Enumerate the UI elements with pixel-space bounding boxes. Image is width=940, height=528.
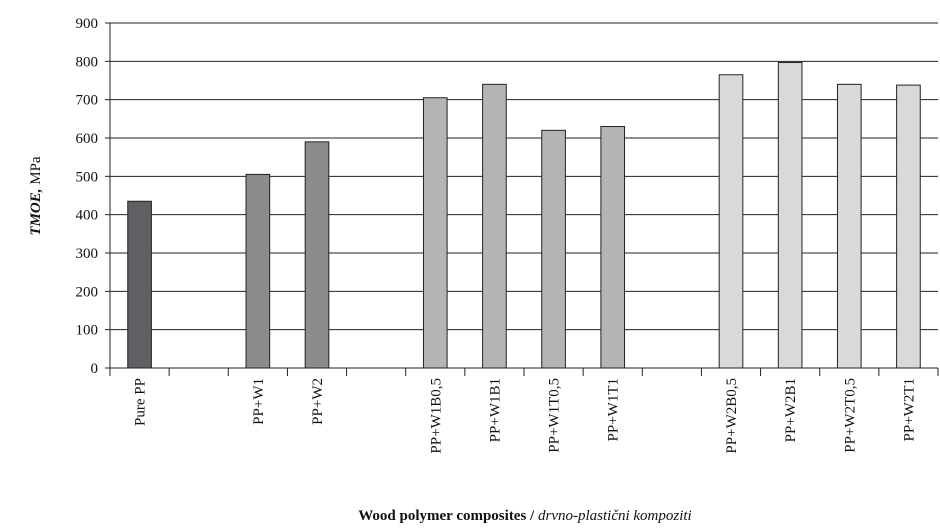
bar xyxy=(541,129,566,369)
bar xyxy=(600,126,626,369)
y-tick-label: 200 xyxy=(76,284,99,300)
y-tick-label: 900 xyxy=(76,16,99,32)
y-tick-label: 300 xyxy=(76,246,99,262)
y-tick-label: 400 xyxy=(76,208,99,224)
y-tick-label: 700 xyxy=(76,93,99,109)
x-tick-label: PP+W1T1 xyxy=(606,378,622,441)
x-tick-label: Pure PP xyxy=(133,378,149,426)
x-tick-label: PP+W2T1 xyxy=(901,378,917,441)
bar xyxy=(718,74,744,369)
x-tick-label: PP+W2T0,5 xyxy=(842,378,858,453)
x-label-bold: Wood polymer composites / xyxy=(358,508,535,524)
bar xyxy=(777,61,803,369)
y-tick-label: 600 xyxy=(76,131,99,147)
x-tick-label: PP+W2 xyxy=(310,378,326,425)
bar xyxy=(896,84,921,369)
x-tick-label: PP+W1 xyxy=(251,378,267,425)
y-label-emphasis: TMOE, xyxy=(28,189,44,236)
bar xyxy=(245,173,271,369)
x-tick-label: PP+W1T0,5 xyxy=(547,378,563,453)
x-tick-label: PP+W1B1 xyxy=(487,378,503,442)
x-tick-label: PP+W2B0,5 xyxy=(724,378,740,454)
y-tick-label: 0 xyxy=(91,361,99,377)
bar xyxy=(482,83,507,369)
y-tick-label: 100 xyxy=(76,323,99,339)
y-tick-label: 500 xyxy=(76,169,99,185)
bar xyxy=(836,83,862,369)
bar xyxy=(127,200,152,369)
y-label-unit: MPa xyxy=(28,156,44,185)
x-label-italic: drvno-plastični kompoziti xyxy=(538,508,692,524)
y-axis-label: TMOE, MPa xyxy=(28,156,44,236)
y-tick-label: 800 xyxy=(76,54,99,70)
x-tick-label: PP+W1B0,5 xyxy=(428,378,444,454)
x-tick-label: PP+W2B1 xyxy=(783,378,799,442)
bar xyxy=(422,97,448,369)
x-axis-label: Wood polymer composites / drvno-plastičn… xyxy=(358,508,691,524)
bar xyxy=(304,141,330,369)
